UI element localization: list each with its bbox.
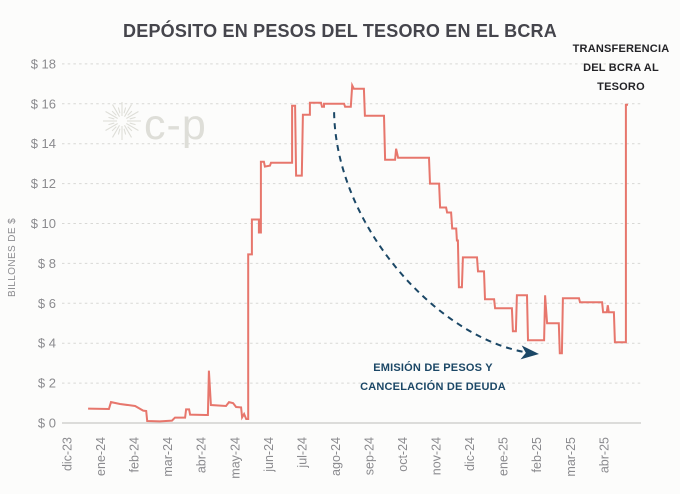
x-tick-label: abr-24 [195, 437, 209, 473]
y-tick-label: $ 16 [31, 96, 56, 111]
sunburst-icon [108, 122, 115, 126]
y-tick-label: $ 4 [38, 336, 56, 351]
sunburst-icon [124, 104, 132, 117]
watermark-logo: c-p [103, 101, 207, 149]
x-tick-label: ago-24 [329, 437, 343, 476]
x-tick-label: jun-24 [262, 437, 276, 473]
watermark-text: c-p [144, 101, 207, 149]
sunburst-icon [124, 125, 132, 138]
x-tick-label: feb-25 [530, 437, 544, 472]
annotation-transferencia-line: DEL BCRA AL [583, 62, 659, 74]
annotation-transferencia-line: TESORO [597, 81, 645, 93]
y-tick-label: $ 0 [38, 416, 56, 431]
sunburst-icon [126, 111, 139, 119]
sunburst-icon [112, 104, 120, 117]
x-tick-label: ene-24 [94, 437, 108, 476]
gridlines [62, 63, 641, 424]
y-tick-label: $ 14 [31, 136, 56, 151]
sunburst-icon [129, 122, 136, 126]
y-axis-title: BILLONES DE $ [7, 217, 18, 297]
sunburst-icon [127, 110, 133, 116]
x-tick-label: oct-24 [396, 437, 410, 472]
emision-arrow [333, 112, 539, 360]
y-tick-label: $ 2 [38, 376, 56, 391]
sunburst-icon [117, 107, 121, 114]
sunburst-icon [126, 123, 139, 131]
sunburst-icon [105, 111, 118, 119]
chart-title: DEPÓSITO EN PESOS DEL TESORO EN EL BCRA [123, 21, 557, 42]
x-tick-label: mar-24 [161, 437, 175, 477]
x-tick-label: may-24 [228, 437, 242, 479]
y-tick-label: $ 8 [38, 256, 56, 271]
sunburst-icon [117, 128, 121, 135]
sunburst-icon [123, 107, 127, 114]
x-tick-label: sep-24 [362, 437, 376, 475]
sunburst-icon [112, 125, 120, 138]
sunburst-icon [129, 116, 136, 120]
x-tick-label: nov-24 [430, 437, 444, 475]
sunburst-icon [123, 128, 127, 135]
y-tick-label: $ 10 [31, 216, 56, 231]
annotation-emision-line: EMISIÓN DE PESOS Y [373, 362, 493, 374]
annotation-emision: EMISIÓN DE PESOS Y CANCELACIÓN DE DEUDA [328, 359, 538, 397]
x-tick-label: dic-24 [463, 437, 477, 471]
sunburst-icon [111, 110, 117, 116]
x-tick-label: feb-24 [128, 437, 142, 472]
y-tick-label: $ 6 [38, 296, 56, 311]
deposit-line [88, 81, 628, 423]
y-tick-label: $ 12 [31, 176, 56, 191]
deposit-line-series [88, 81, 628, 423]
y-tick-label: $ 18 [31, 56, 56, 71]
x-tick-label: abr-25 [597, 437, 611, 473]
sunburst-icon [111, 126, 117, 132]
x-tick-label: mar-25 [564, 437, 578, 477]
x-tick-label: ene-25 [497, 437, 511, 476]
annotation-transferencia: TRANSFERENCIA DEL BCRA AL TESORO [562, 40, 680, 97]
sunburst-icon [105, 123, 118, 131]
annotation-arrow [333, 112, 539, 360]
annotation-transferencia-line: TRANSFERENCIA [572, 43, 670, 55]
x-tick-label: jul-24 [295, 437, 309, 469]
x-tick-label: dic-23 [61, 437, 75, 471]
axis-tick-labels: $ 0 $ 2 $ 4 $ 6 $ 8 $ 10 $ 12 $ 14 $ 16 $ 18 dic-2… [31, 56, 612, 478]
sunburst-icon [108, 116, 115, 120]
sunburst-icon [127, 126, 133, 132]
annotation-emision-line: CANCELACIÓN DE DEUDA [360, 381, 506, 393]
